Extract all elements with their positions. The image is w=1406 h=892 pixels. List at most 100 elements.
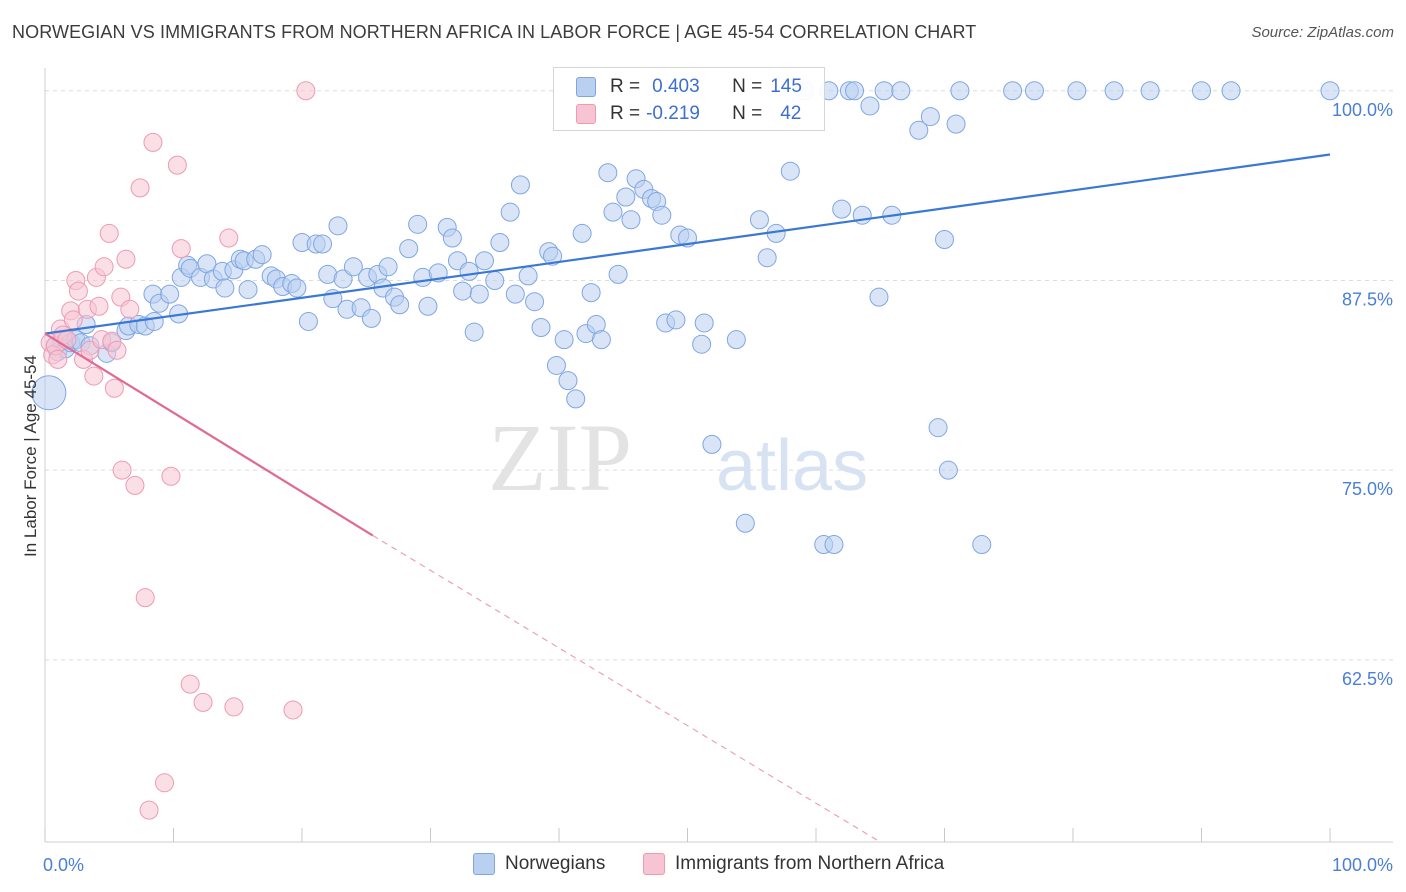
- data-point-immigrants: [143, 132, 163, 152]
- data-point-norwegians: [485, 270, 505, 290]
- data-point-norwegians: [845, 81, 865, 101]
- correlation-legend: R = 0.403 N = 145 R = -0.219 N = 42: [553, 67, 825, 131]
- gridlines: [45, 90, 1393, 661]
- data-point-immigrants: [112, 460, 132, 480]
- data-point-norwegians: [31, 375, 67, 411]
- y-tick-labels: 62.5% 75.0% 87.5% 100.0%: [1332, 100, 1393, 689]
- data-point-norwegians: [160, 284, 180, 304]
- data-point-norwegians: [361, 308, 381, 328]
- trend-line-immigrants-extension: [372, 534, 881, 843]
- bottom-legend-swatch-pink: [643, 853, 665, 875]
- data-point-norwegians: [390, 295, 410, 315]
- data-point-norwegians: [702, 434, 722, 454]
- data-point-norwegians: [749, 210, 769, 230]
- data-point-norwegians: [946, 114, 966, 134]
- n-label: N =: [732, 76, 763, 97]
- data-point-norwegians: [558, 371, 578, 391]
- data-point-norwegians: [464, 322, 484, 342]
- data-point-norwegians: [1140, 81, 1160, 101]
- data-point-immigrants: [193, 692, 213, 712]
- y-tick-label: 62.5%: [1342, 669, 1393, 689]
- bottom-legend-swatch-blue: [473, 853, 495, 875]
- source-label: Source: ZipAtlas.com: [1251, 24, 1394, 41]
- data-point-norwegians: [616, 187, 636, 207]
- y-tick-label: 75.0%: [1342, 479, 1393, 499]
- data-point-immigrants: [167, 155, 187, 175]
- bottom-legend-immigrants: Immigrants from Northern Africa: [643, 851, 944, 877]
- data-point-immigrants: [94, 257, 114, 277]
- x-tick-labels: 0.0% 100.0%: [43, 855, 1393, 875]
- r-value-immigrants: -0.219: [646, 103, 700, 124]
- data-point-norwegians: [652, 205, 672, 225]
- data-point-immigrants: [171, 239, 191, 259]
- data-point-norwegians: [144, 311, 164, 331]
- data-point-immigrants: [139, 800, 159, 820]
- data-point-norwegians: [591, 330, 611, 350]
- watermark: ZIP atlas: [488, 404, 868, 511]
- data-point-immigrants: [89, 296, 109, 316]
- bottom-legend-label-immigrants: Immigrants from Northern Africa: [675, 853, 945, 874]
- legend-row-norwegians: R = 0.403 N = 145: [576, 74, 802, 100]
- r-value-norwegians: 0.403: [652, 76, 700, 97]
- data-point-immigrants: [116, 249, 136, 269]
- watermark-zip: ZIP: [488, 404, 632, 511]
- data-point-norwegians: [531, 318, 551, 338]
- data-point-norwegians: [1192, 81, 1211, 101]
- data-point-norwegians: [510, 175, 530, 195]
- data-point-immigrants: [48, 349, 68, 369]
- data-point-norwegians: [757, 248, 777, 268]
- data-point-norwegians: [298, 311, 318, 331]
- x-tick-label: 0.0%: [43, 855, 84, 875]
- data-point-norwegians: [860, 96, 880, 116]
- data-point-norwegians: [735, 513, 755, 533]
- data-point-immigrants: [84, 366, 104, 386]
- data-point-norwegians: [238, 280, 258, 300]
- y-axis-title: In Labor Force | Age 45-54: [21, 355, 40, 557]
- data-point-norwegians: [313, 234, 333, 254]
- data-point-norwegians: [566, 389, 586, 409]
- data-point-norwegians: [459, 261, 479, 281]
- data-point-norwegians: [824, 535, 844, 555]
- data-point-norwegians: [378, 257, 398, 277]
- data-point-norwegians: [891, 81, 911, 101]
- data-point-norwegians: [666, 310, 686, 330]
- data-point-norwegians: [518, 266, 538, 286]
- data-point-norwegians: [608, 264, 628, 284]
- data-point-norwegians: [572, 223, 592, 243]
- data-point-immigrants: [161, 466, 181, 486]
- legend-row-immigrants: R = -0.219 N = 42: [576, 101, 801, 127]
- x-tick-label: 100.0%: [1332, 855, 1393, 875]
- data-point-norwegians: [287, 278, 307, 298]
- data-point-norwegians: [333, 269, 353, 289]
- data-point-norwegians: [1024, 81, 1044, 101]
- trend-lines: [44, 153, 1331, 843]
- data-point-norwegians: [972, 535, 992, 555]
- trend-line-immigrants: [44, 332, 374, 537]
- r-label: R =: [610, 76, 641, 97]
- data-point-norwegians: [694, 313, 714, 333]
- data-point-norwegians: [935, 229, 954, 249]
- n-value-norwegians: 145: [770, 76, 802, 97]
- data-point-norwegians: [408, 214, 428, 234]
- chart-title: NORWEGIAN VS IMMIGRANTS FROM NORTHERN AF…: [12, 22, 977, 42]
- data-point-immigrants: [180, 674, 200, 694]
- data-point-norwegians: [1320, 81, 1340, 101]
- series-immigrants: [40, 81, 316, 820]
- data-point-norwegians: [603, 202, 623, 222]
- y-tick-label: 100.0%: [1332, 100, 1393, 120]
- data-point-norwegians: [869, 287, 889, 307]
- data-point-immigrants: [130, 178, 150, 198]
- data-point-norwegians: [909, 120, 929, 140]
- r-label: R =: [610, 103, 641, 124]
- data-point-norwegians: [525, 292, 545, 312]
- data-point-norwegians: [399, 239, 419, 259]
- data-point-norwegians: [490, 233, 510, 253]
- data-point-immigrants: [224, 697, 244, 717]
- data-point-immigrants: [99, 223, 119, 243]
- data-point-norwegians: [621, 210, 641, 230]
- data-point-immigrants: [296, 81, 316, 101]
- data-point-norwegians: [581, 283, 601, 303]
- data-point-norwegians: [1003, 81, 1023, 101]
- data-point-norwegians: [1104, 81, 1124, 101]
